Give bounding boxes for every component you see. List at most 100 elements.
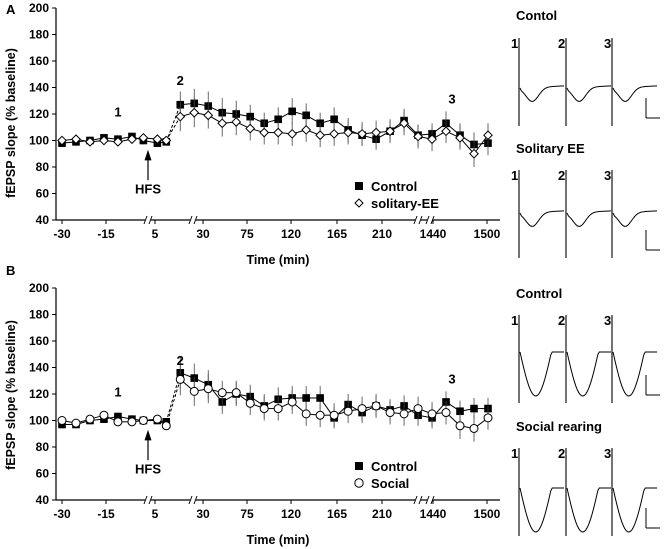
panel-label: A: [6, 2, 16, 17]
axis-break-mark: [425, 215, 430, 225]
hfs-arrow-head: [144, 149, 152, 161]
trace-waveform: [519, 85, 565, 102]
x-tick-label: 1500: [474, 227, 501, 241]
x-tick-label: 120: [281, 507, 301, 521]
data-point-solitary-ee: [273, 127, 284, 138]
y-tick-label: 160: [29, 54, 49, 68]
y-tick-label: 120: [29, 107, 49, 121]
legend: Control solitary-EE: [354, 179, 439, 211]
data-point-social: [329, 410, 339, 420]
data-point-solitary-ee: [231, 117, 242, 127]
trace-insets: Contol Solitary EE Control Social rearin…: [511, 8, 660, 536]
x-tick-label: 30: [196, 227, 210, 241]
x-tick-label: -15: [97, 507, 115, 521]
series-line-segment: [165, 104, 181, 143]
data-point-social: [189, 386, 199, 396]
data-point-social: [455, 421, 465, 431]
y-tick-label: 80: [36, 440, 50, 454]
y-tick-label: 200: [29, 281, 49, 295]
data-point-solitary-ee: [413, 131, 423, 142]
data-point-social: [427, 409, 437, 419]
data-point-social: [301, 409, 311, 419]
data-point-solitary-ee: [57, 135, 67, 146]
axis-break-mark: [143, 495, 148, 505]
x-tick-label: 1440: [420, 507, 447, 521]
panel-a: A fEPSP slope (% baseline) Time (min) 40…: [4, 1, 501, 267]
data-point-control: [316, 119, 324, 128]
data-point-social: [175, 374, 185, 384]
legend-marker-solitary-ee: [354, 198, 364, 208]
annotation-2: 2: [177, 73, 184, 88]
annotation-3: 3: [448, 91, 455, 106]
x-tick-label: 5: [152, 227, 159, 241]
series-line-segment: [459, 137, 475, 155]
hfs-label: HFS: [135, 462, 161, 477]
data-point-solitary-ee: [287, 128, 298, 139]
axis-break-mark: [148, 495, 153, 505]
data-point-solitary-ee: [343, 127, 354, 138]
legend-label-control: Control: [371, 459, 417, 474]
y-tick-label: 140: [29, 81, 49, 95]
data-point-social: [161, 421, 171, 431]
annotation-1: 1: [114, 385, 121, 400]
data-point-control: [246, 112, 255, 121]
panel-b: B fEPSP slope (% baseline) Time (min) 40…: [4, 263, 501, 547]
data-point-control: [288, 107, 296, 116]
data-point-solitary-ee: [71, 134, 81, 145]
y-tick-label: 160: [29, 334, 49, 348]
data-point-solitary-ee: [85, 136, 95, 147]
trace-title-a-top: Contol: [516, 8, 557, 23]
trace-marker-1: 1: [511, 36, 518, 51]
trace-title-a-bottom: Solitary EE: [516, 141, 585, 156]
axis-break-mark: [413, 495, 418, 505]
y-axis-title: fEPSP slope (% baseline): [4, 320, 18, 470]
x-tick-label: 120: [281, 227, 301, 241]
data-point-control: [330, 115, 338, 124]
x-tick-label: 165: [327, 227, 347, 241]
x-tick-label: -30: [53, 507, 71, 521]
legend-label-control: Control: [371, 179, 417, 194]
trace-marker-1: 1: [511, 313, 518, 328]
trace-waveform: [612, 85, 658, 102]
data-point-solitary-ee: [138, 132, 149, 143]
x-axis-title: Time (min): [247, 253, 310, 267]
y-tick-label: 40: [36, 493, 50, 507]
series-line-segment: [165, 379, 181, 426]
data-point-solitary-ee: [455, 132, 465, 143]
trace-marker-3: 3: [604, 168, 611, 183]
x-tick-label: -30: [53, 227, 71, 241]
axis-break-mark: [188, 495, 193, 505]
x-tick-label: 30: [196, 507, 210, 521]
axis-break-mark: [193, 215, 198, 225]
data-point-control: [274, 115, 282, 124]
x-tick-label: 210: [372, 227, 392, 241]
data-point-social: [259, 404, 269, 414]
y-axis-title: fEPSP slope (% baseline): [4, 48, 18, 198]
trace-marker-1: 1: [511, 168, 518, 183]
trace-waveform: [519, 210, 565, 227]
y-tick-label: 180: [29, 308, 49, 322]
data-point-solitary-ee: [203, 110, 214, 121]
annotation-1: 1: [114, 105, 121, 120]
axis-break-mark: [413, 215, 418, 225]
trace-layer: 1 2 3 1 2 3 1 2 3 1 2 3: [511, 36, 660, 536]
data-point-solitary-ee: [259, 127, 270, 138]
data-point-control: [470, 404, 478, 413]
data-point-social: [371, 401, 381, 411]
data-point-social: [273, 404, 283, 414]
axis-break-mark: [418, 215, 423, 225]
data-point-solitary-ee: [399, 118, 409, 129]
data-point-social: [152, 414, 162, 424]
data-point-solitary-ee: [189, 107, 200, 118]
trace-waveform: [566, 210, 612, 227]
trace-waveform: [612, 210, 658, 227]
legend-marker-social: [354, 478, 364, 488]
data-point-social: [138, 416, 148, 425]
data-point-solitary-ee: [441, 126, 451, 137]
data-point-solitary-ee: [152, 134, 163, 145]
data-point-social: [483, 413, 493, 423]
data-point-solitary-ee: [357, 128, 368, 139]
data-point-social: [113, 417, 123, 427]
data-point-solitary-ee: [245, 123, 256, 134]
